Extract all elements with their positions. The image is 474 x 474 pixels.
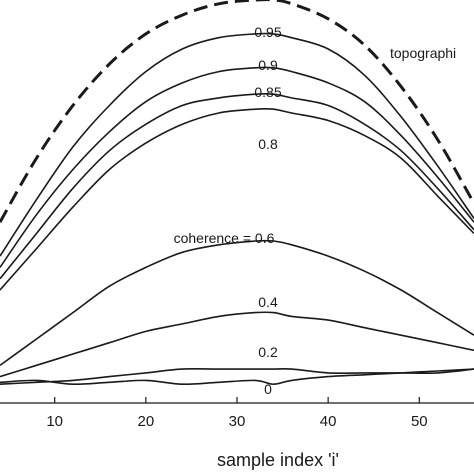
series-line-0-85 <box>0 92 474 280</box>
series-line-0-95 <box>0 32 474 257</box>
x-tick-label-20: 20 <box>138 413 155 430</box>
series-line-0 <box>0 368 474 386</box>
curve-label-0-6: coherence = 0.6 <box>174 230 275 246</box>
curve-label-topographic: topographi <box>390 45 456 61</box>
series-line-0-8 <box>0 107 474 291</box>
curve-label-0-2: 0.2 <box>258 344 278 360</box>
series-line-0-6 <box>0 239 474 366</box>
x-tick-label-40: 40 <box>320 413 337 430</box>
series-line-topographic <box>0 0 474 223</box>
series-line-0-9 <box>0 66 474 268</box>
x-tick-label-10: 10 <box>46 413 63 430</box>
curve-label-0-95: 0.95 <box>254 24 281 40</box>
x-axis-ticks: 10 20 30 40 50 <box>46 397 428 430</box>
x-tick-label-50: 50 <box>411 413 428 430</box>
curve-label-0-8: 0.8 <box>258 136 278 152</box>
curve-label-0-9: 0.9 <box>258 57 278 73</box>
curve-label-0-4: 0.4 <box>258 294 278 310</box>
curve-label-0-85: 0.85 <box>254 84 281 100</box>
series-line-0-4 <box>0 311 474 378</box>
series-layer <box>0 0 474 386</box>
curve-label-0: 0 <box>264 381 272 397</box>
x-tick-label-30: 30 <box>229 413 246 430</box>
curve-labels: topographi 0.95 0.9 0.85 0.8 coherence = 0.6 0… <box>174 24 457 397</box>
x-axis-title: sample index 'i' <box>217 450 339 470</box>
